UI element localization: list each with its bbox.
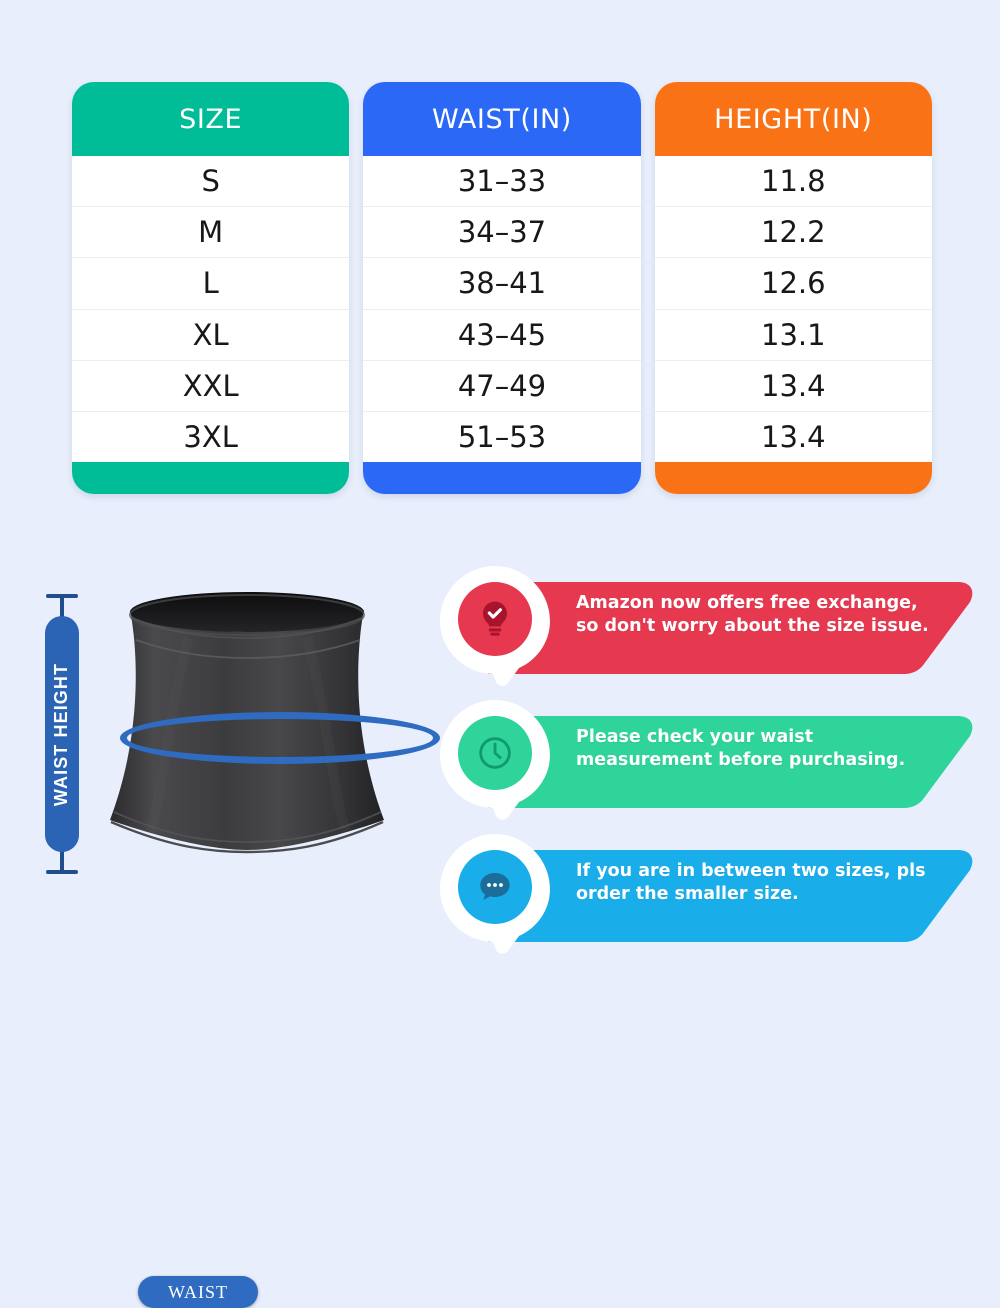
ruler-cap-top (46, 594, 78, 598)
table-cell: M (72, 207, 350, 259)
waist-height-pill: WAIST HEIGHT (45, 616, 79, 852)
table-cell: 12.2 (654, 207, 932, 259)
table-cell: 38–41 (363, 258, 641, 310)
belt-seam-top (131, 617, 363, 639)
column-body-waist: 31–33 34–37 38–41 43–45 47–49 51–53 (363, 156, 641, 462)
column-footer-size (72, 462, 350, 494)
tip-bubble (436, 830, 554, 956)
table-cell: 13.1 (654, 310, 932, 361)
waist-label-pill: WAIST (138, 1276, 258, 1308)
tip-item-measure: Please check your waist measurement befo… (436, 696, 982, 822)
belt-seam-upper (135, 639, 361, 659)
lightbulb-check-icon (458, 582, 532, 656)
clock-icon (458, 716, 532, 790)
tip-banner-shape (488, 844, 982, 942)
size-chart-table: SIZE S M L XL XXL 3XL WAIST(IN) 31–33 34… (72, 82, 932, 494)
waist-height-label: WAIST HEIGHT (51, 662, 72, 806)
tip-item-exchange: Amazon now offers free exchange, so don'… (436, 562, 982, 688)
table-cell: 51–53 (457, 419, 547, 454)
tips-list: Amazon now offers free exchange, so don'… (436, 562, 982, 972)
column-header-waist: WAIST(IN) (363, 82, 641, 156)
product-diagram: WAIST HEIGHT (20, 560, 440, 1308)
belt-seam-hem-outer (110, 820, 384, 854)
clock-glyph (479, 737, 511, 769)
table-column-waist: WAIST(IN) 31–33 34–37 38–41 43–45 47–49 … (363, 82, 641, 494)
waist-trainer-belt (92, 588, 440, 888)
belt-seam-hem (113, 811, 382, 843)
tip-banner-shape (488, 710, 982, 808)
table-column-height: HEIGHT(IN) 11.8 12.2 12.6 13.1 13.4 13.4 (654, 82, 932, 494)
table-column-size: SIZE S M L XL XXL 3XL (72, 82, 350, 494)
column-body-size: S M L XL XXL 3XL (72, 156, 350, 462)
tip-banner-shape (488, 576, 982, 674)
tip-bubble (436, 562, 554, 688)
table-cell: 3XL (183, 419, 238, 454)
table-cell: 13.4 (761, 419, 826, 454)
tip-text: Please check your waist measurement befo… (576, 727, 906, 771)
table-cell: S (72, 156, 350, 208)
table-cell: 13.4 (654, 361, 932, 412)
tip-bubble (436, 696, 554, 822)
chat-bubble-icon (458, 850, 532, 924)
table-cell: 34–37 (363, 207, 641, 259)
banner-ribbon (488, 716, 973, 808)
lightbulb-check-glyph (483, 601, 507, 636)
table-cell: 47–49 (363, 361, 641, 412)
waist-label: WAIST (168, 1281, 228, 1302)
belt-opening (130, 592, 364, 632)
table-cell: 12.6 (654, 258, 932, 310)
ruler-cap-bottom (46, 870, 78, 874)
waist-measuring-ring (120, 712, 440, 764)
banner-ribbon (488, 850, 973, 942)
column-footer-height (654, 462, 932, 494)
table-cell: XXL (72, 361, 350, 412)
column-footer-waist (363, 462, 641, 494)
tip-text: Amazon now offers free exchange, so don'… (576, 593, 929, 637)
column-header-size: SIZE (72, 82, 350, 156)
tip-item-between-sizes: If you are in between two sizes, pls ord… (436, 830, 982, 956)
table-cell: 43–45 (363, 310, 641, 361)
table-cell: L (72, 258, 350, 310)
table-cell: XL (72, 310, 350, 361)
chat-bubble-glyph (480, 873, 510, 900)
tip-text: If you are in between two sizes, pls ord… (576, 861, 926, 905)
column-body-height: 11.8 12.2 12.6 13.1 13.4 13.4 (654, 156, 932, 462)
table-cell: 11.8 (654, 156, 932, 208)
belt-opening-rim (129, 594, 365, 636)
waist-height-ruler: WAIST HEIGHT (42, 594, 82, 874)
column-header-height: HEIGHT(IN) (654, 82, 932, 156)
banner-ribbon (488, 582, 973, 674)
table-cell: 31–33 (363, 156, 641, 208)
